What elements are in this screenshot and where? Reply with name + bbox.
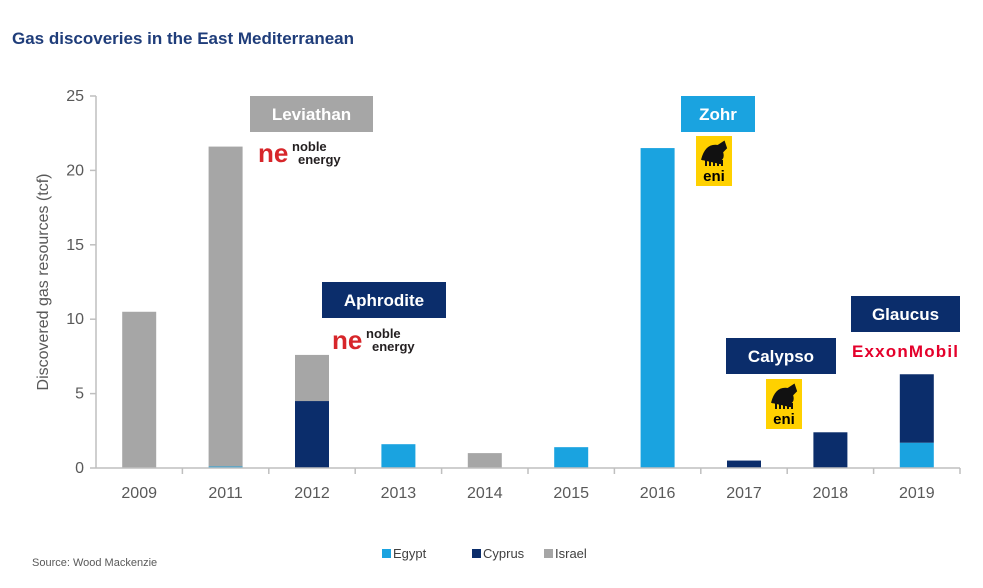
y-axis-label: Discovered gas resources (tcf): [35, 174, 52, 391]
chart-title: Gas discoveries in the East Mediterranea…: [12, 29, 354, 48]
bar-egypt-2016: [640, 148, 675, 468]
x-tick-label: 2009: [121, 485, 157, 502]
bar-egypt-2013: [381, 444, 416, 468]
bar-cyprus-2017: [727, 460, 761, 468]
x-tick-label: 2011: [208, 485, 243, 502]
x-tick-label: 2013: [381, 485, 417, 502]
field-label: Calypso: [748, 347, 814, 366]
y-tick-label: 25: [66, 88, 84, 105]
field-label: Aphrodite: [344, 291, 424, 310]
field-label-box: [851, 296, 960, 332]
noble-energy-logo-mark: ne: [258, 138, 288, 168]
bar-cyprus-2012: [295, 401, 329, 468]
noble-energy-logo-text: noble: [292, 139, 327, 154]
six-legged-dog-icon: [771, 383, 798, 409]
y-tick-label: 5: [75, 386, 84, 403]
noble-energy-logo-text: energy: [298, 152, 341, 167]
field-label-box: [322, 282, 446, 318]
noble-energy-logo-mark: ne: [332, 325, 362, 355]
field-label: Glaucus: [872, 305, 939, 324]
bar-israel-2014: [467, 453, 502, 468]
bar-cyprus-2018: [813, 432, 848, 468]
bar-cyprus-2019: [899, 374, 934, 443]
y-tick-label: 10: [66, 311, 84, 328]
y-axis-ticks: 0 5 10 15 20 25: [66, 88, 97, 477]
legend-swatch-cyprus: [472, 549, 481, 558]
legend-label-egypt: Egypt: [393, 546, 427, 561]
field-label-box: [250, 96, 373, 132]
bar-egypt-2015: [554, 447, 589, 468]
bar-egypt-2019: [899, 442, 934, 468]
field-label-box: [726, 338, 836, 374]
x-axis-ticks: 2009 2011 2012 2013 2014 2015 2016 2017 2018 2019: [121, 468, 961, 502]
legend-label-cyprus: Cyprus: [483, 546, 525, 561]
y-tick-label: 20: [66, 162, 84, 179]
annotation-zohr: Zohr eni: [681, 96, 755, 186]
annotation-glaucus: Glaucus ExxonMobil: [851, 296, 960, 361]
field-label: Leviathan: [272, 105, 351, 124]
x-tick-label: 2017: [726, 485, 762, 502]
field-label-box: [681, 96, 755, 132]
x-tick-label: 2018: [813, 485, 849, 502]
bar-israel-2012: [295, 354, 329, 402]
legend-swatch-egypt: [382, 549, 391, 558]
bar-israel-2009: [122, 311, 157, 468]
x-tick-label: 2015: [553, 485, 589, 502]
noble-energy-logo-text: energy: [372, 339, 415, 354]
x-tick-label: 2012: [294, 485, 330, 502]
x-tick-label: 2014: [467, 485, 503, 502]
legend-swatch-israel: [544, 549, 553, 558]
field-label: Zohr: [699, 105, 737, 124]
eni-logo-text: eni: [773, 411, 795, 428]
x-tick-label: 2019: [899, 485, 935, 502]
x-tick-label: 2016: [640, 485, 676, 502]
six-legged-dog-icon: [701, 140, 728, 166]
y-tick-label: 15: [66, 237, 84, 254]
exxonmobil-logo: ExxonMobil: [852, 342, 958, 361]
y-tick-label: 0: [75, 460, 84, 477]
eni-logo-text: eni: [703, 168, 725, 185]
bar-israel-2011: [208, 146, 243, 467]
source-note: Source: Wood Mackenzie: [32, 557, 157, 569]
noble-energy-logo-text: noble: [366, 326, 401, 341]
bars: [122, 146, 934, 468]
annotation-calypso: Calypso eni: [726, 338, 836, 429]
legend: Egypt Cyprus Israel: [382, 546, 587, 561]
legend-label-israel: Israel: [555, 546, 587, 561]
